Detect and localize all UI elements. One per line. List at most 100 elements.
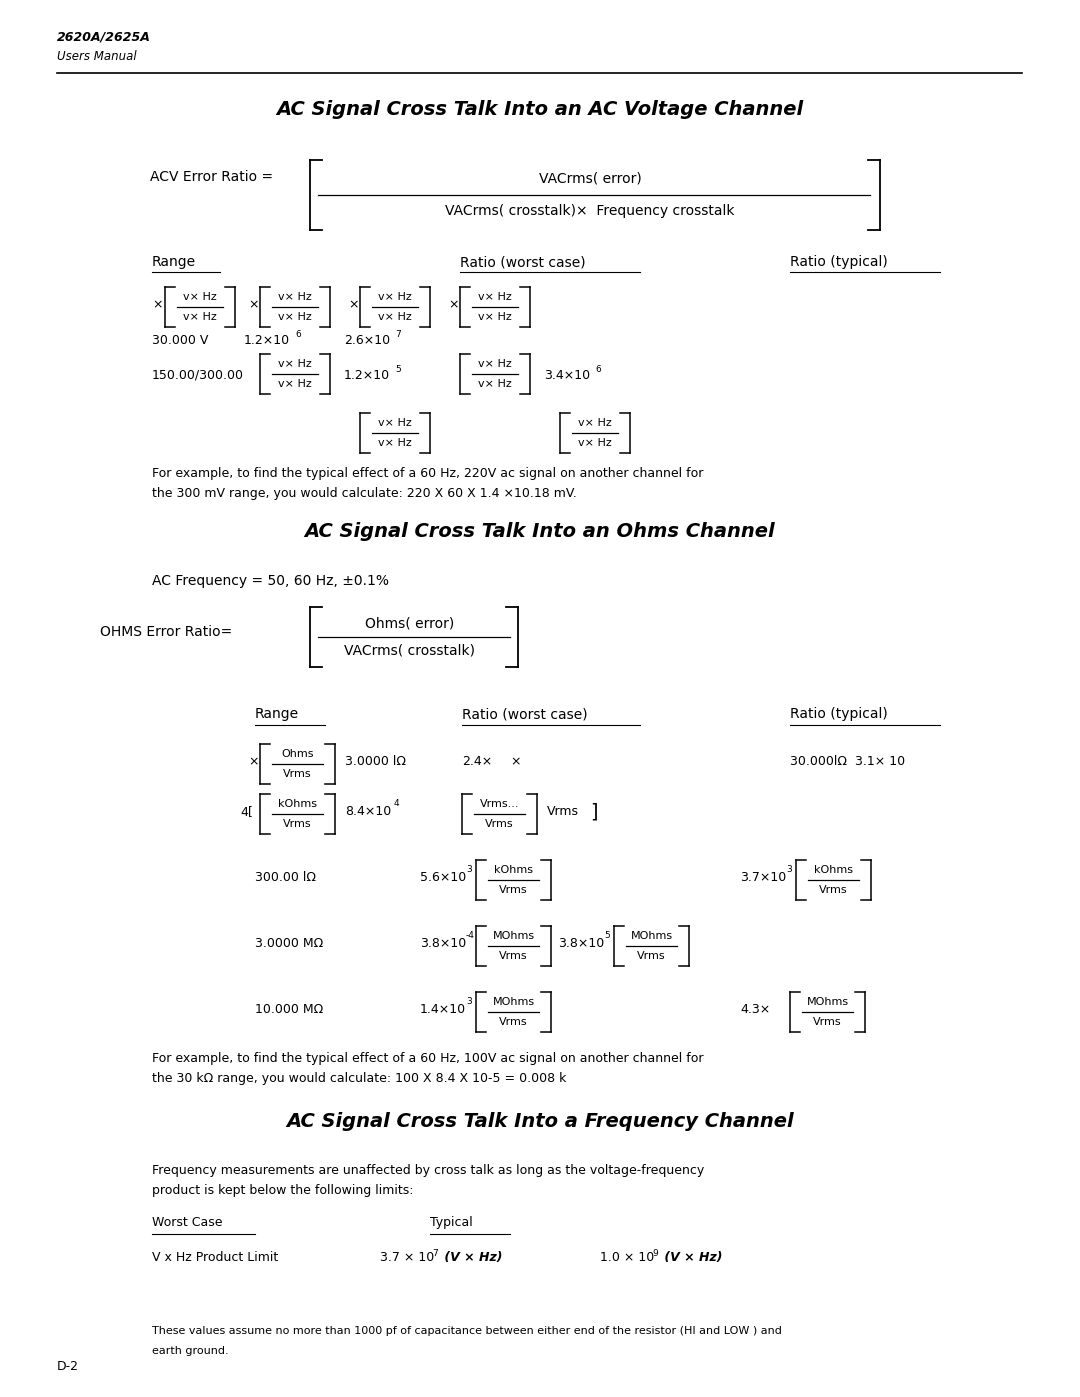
Text: 3.0000 lΩ: 3.0000 lΩ (345, 756, 406, 768)
Text: Range: Range (152, 256, 197, 270)
Text: 1.2×10: 1.2×10 (244, 334, 291, 346)
Text: 2.4×: 2.4× (462, 756, 492, 768)
Text: kOhms: kOhms (494, 865, 534, 875)
Text: 1.4×10: 1.4×10 (420, 1003, 467, 1016)
Text: 1.2×10: 1.2×10 (345, 369, 390, 381)
Text: VACrms( error): VACrms( error) (539, 172, 642, 186)
Text: 7: 7 (432, 1249, 437, 1259)
Text: 150.00/300.00: 150.00/300.00 (152, 369, 244, 381)
Text: v× Hz: v× Hz (279, 312, 312, 323)
Text: MOhms: MOhms (807, 997, 849, 1007)
Text: 3.8×10: 3.8×10 (420, 937, 467, 950)
Text: Range: Range (255, 707, 299, 721)
Text: v× Hz: v× Hz (378, 418, 411, 427)
Text: kOhms: kOhms (278, 799, 318, 809)
Text: earth ground.: earth ground. (152, 1345, 229, 1356)
Text: v× Hz: v× Hz (478, 359, 512, 369)
Text: 4.3×: 4.3× (740, 1003, 770, 1016)
Text: For example, to find the typical effect of a 60 Hz, 100V ac signal on another ch: For example, to find the typical effect … (152, 1052, 703, 1065)
Text: MOhms: MOhms (492, 997, 535, 1007)
Text: 5: 5 (604, 932, 610, 940)
Text: 5: 5 (395, 365, 401, 374)
Text: v× Hz: v× Hz (378, 292, 411, 302)
Text: MOhms: MOhms (492, 930, 535, 942)
Text: v× Hz: v× Hz (478, 292, 512, 302)
Text: AC Signal Cross Talk Into an Ohms Channel: AC Signal Cross Talk Into an Ohms Channe… (305, 522, 775, 541)
Text: VACrms( crosstalk)×  Frequency crosstalk: VACrms( crosstalk)× Frequency crosstalk (445, 204, 734, 218)
Text: 4: 4 (394, 799, 400, 809)
Text: 3.8×10: 3.8×10 (558, 937, 604, 950)
Text: -4: -4 (465, 932, 475, 940)
Text: Users Manual: Users Manual (57, 50, 137, 63)
Text: v× Hz: v× Hz (378, 439, 411, 448)
Text: 30.000lΩ  3.1× 10: 30.000lΩ 3.1× 10 (789, 756, 905, 768)
Text: 10.000 MΩ: 10.000 MΩ (255, 1003, 323, 1016)
Text: 2620A/2625A: 2620A/2625A (57, 29, 151, 43)
Text: Ratio (worst case): Ratio (worst case) (462, 707, 588, 721)
Text: Ratio (typical): Ratio (typical) (789, 256, 888, 270)
Text: v× Hz: v× Hz (478, 379, 512, 390)
Text: Ratio (typical): Ratio (typical) (789, 707, 888, 721)
Text: ACV Error Ratio =: ACV Error Ratio = (150, 170, 273, 184)
Text: Vrms: Vrms (546, 805, 579, 819)
Text: OHMS Error Ratio=: OHMS Error Ratio= (100, 624, 232, 638)
Text: Vrms: Vrms (499, 951, 528, 961)
Text: AC Frequency = 50, 60 Hz, ±0.1%: AC Frequency = 50, 60 Hz, ±0.1% (152, 574, 389, 588)
Text: 7: 7 (395, 330, 401, 339)
Text: AC Signal Cross Talk Into an AC Voltage Channel: AC Signal Cross Talk Into an AC Voltage … (276, 101, 804, 119)
Text: AC Signal Cross Talk Into a Frequency Channel: AC Signal Cross Talk Into a Frequency Ch… (286, 1112, 794, 1132)
Text: Vrms: Vrms (637, 951, 665, 961)
Text: v× Hz: v× Hz (184, 312, 217, 323)
Text: Worst Case: Worst Case (152, 1215, 222, 1229)
Text: ×: × (510, 756, 521, 768)
Text: 8.4×10: 8.4×10 (345, 805, 391, 819)
Text: ×: × (248, 299, 258, 312)
Text: v× Hz: v× Hz (578, 418, 612, 427)
Text: Ohms( error): Ohms( error) (365, 616, 455, 630)
Text: 300.00 lΩ: 300.00 lΩ (255, 872, 316, 884)
Text: v× Hz: v× Hz (578, 439, 612, 448)
Text: MOhms: MOhms (631, 930, 673, 942)
Text: Ohms: Ohms (281, 749, 314, 759)
Text: (V × Hz): (V × Hz) (660, 1250, 723, 1264)
Text: Frequency measurements are unaffected by cross talk as long as the voltage-frequ: Frequency measurements are unaffected by… (152, 1164, 704, 1178)
Text: 3.7 × 10: 3.7 × 10 (380, 1250, 434, 1264)
Text: VACrms( crosstalk): VACrms( crosstalk) (345, 644, 475, 658)
Text: ×: × (348, 299, 359, 312)
Text: ×: × (448, 299, 459, 312)
Text: kOhms: kOhms (814, 865, 853, 875)
Text: ]: ] (590, 802, 597, 821)
Text: Typical: Typical (430, 1215, 473, 1229)
Text: v× Hz: v× Hz (279, 292, 312, 302)
Text: 3.7×10: 3.7×10 (740, 872, 786, 884)
Text: Vrms: Vrms (499, 1017, 528, 1027)
Text: Vrms: Vrms (820, 886, 848, 895)
Text: 6: 6 (595, 365, 600, 374)
Text: 3.4×10: 3.4×10 (544, 369, 590, 381)
Text: 3.0000 MΩ: 3.0000 MΩ (255, 937, 323, 950)
Text: Ratio (worst case): Ratio (worst case) (460, 256, 585, 270)
Text: 5.6×10: 5.6×10 (420, 872, 467, 884)
Text: (V × Hz): (V × Hz) (440, 1250, 502, 1264)
Text: v× Hz: v× Hz (279, 359, 312, 369)
Text: 3: 3 (465, 865, 472, 875)
Text: the 30 kΩ range, you would calculate: 100 X 8.4 X 10-5 = 0.008 k: the 30 kΩ range, you would calculate: 10… (152, 1071, 566, 1085)
Text: These values assume no more than 1000 pf of capacitance between either end of th: These values assume no more than 1000 pf… (152, 1326, 782, 1336)
Text: 4[: 4[ (240, 805, 253, 819)
Text: v× Hz: v× Hz (184, 292, 217, 302)
Text: the 300 mV range, you would calculate: 220 X 60 X 1.4 ×10.18 mV.: the 300 mV range, you would calculate: 2… (152, 488, 577, 500)
Text: Vrms: Vrms (485, 819, 514, 830)
Text: Vrms: Vrms (813, 1017, 841, 1027)
Text: 2.6×10: 2.6×10 (345, 334, 390, 346)
Text: Vrms: Vrms (499, 886, 528, 895)
Text: 3: 3 (465, 997, 472, 1006)
Text: v× Hz: v× Hz (279, 379, 312, 390)
Text: ×: × (152, 299, 162, 312)
Text: 3: 3 (786, 865, 792, 875)
Text: 30.000 V: 30.000 V (152, 334, 208, 346)
Text: Vrms: Vrms (283, 770, 312, 780)
Text: V x Hz Product Limit: V x Hz Product Limit (152, 1250, 279, 1264)
Text: 9: 9 (652, 1249, 658, 1259)
Text: v× Hz: v× Hz (378, 312, 411, 323)
Text: Vrms...: Vrms... (480, 799, 519, 809)
